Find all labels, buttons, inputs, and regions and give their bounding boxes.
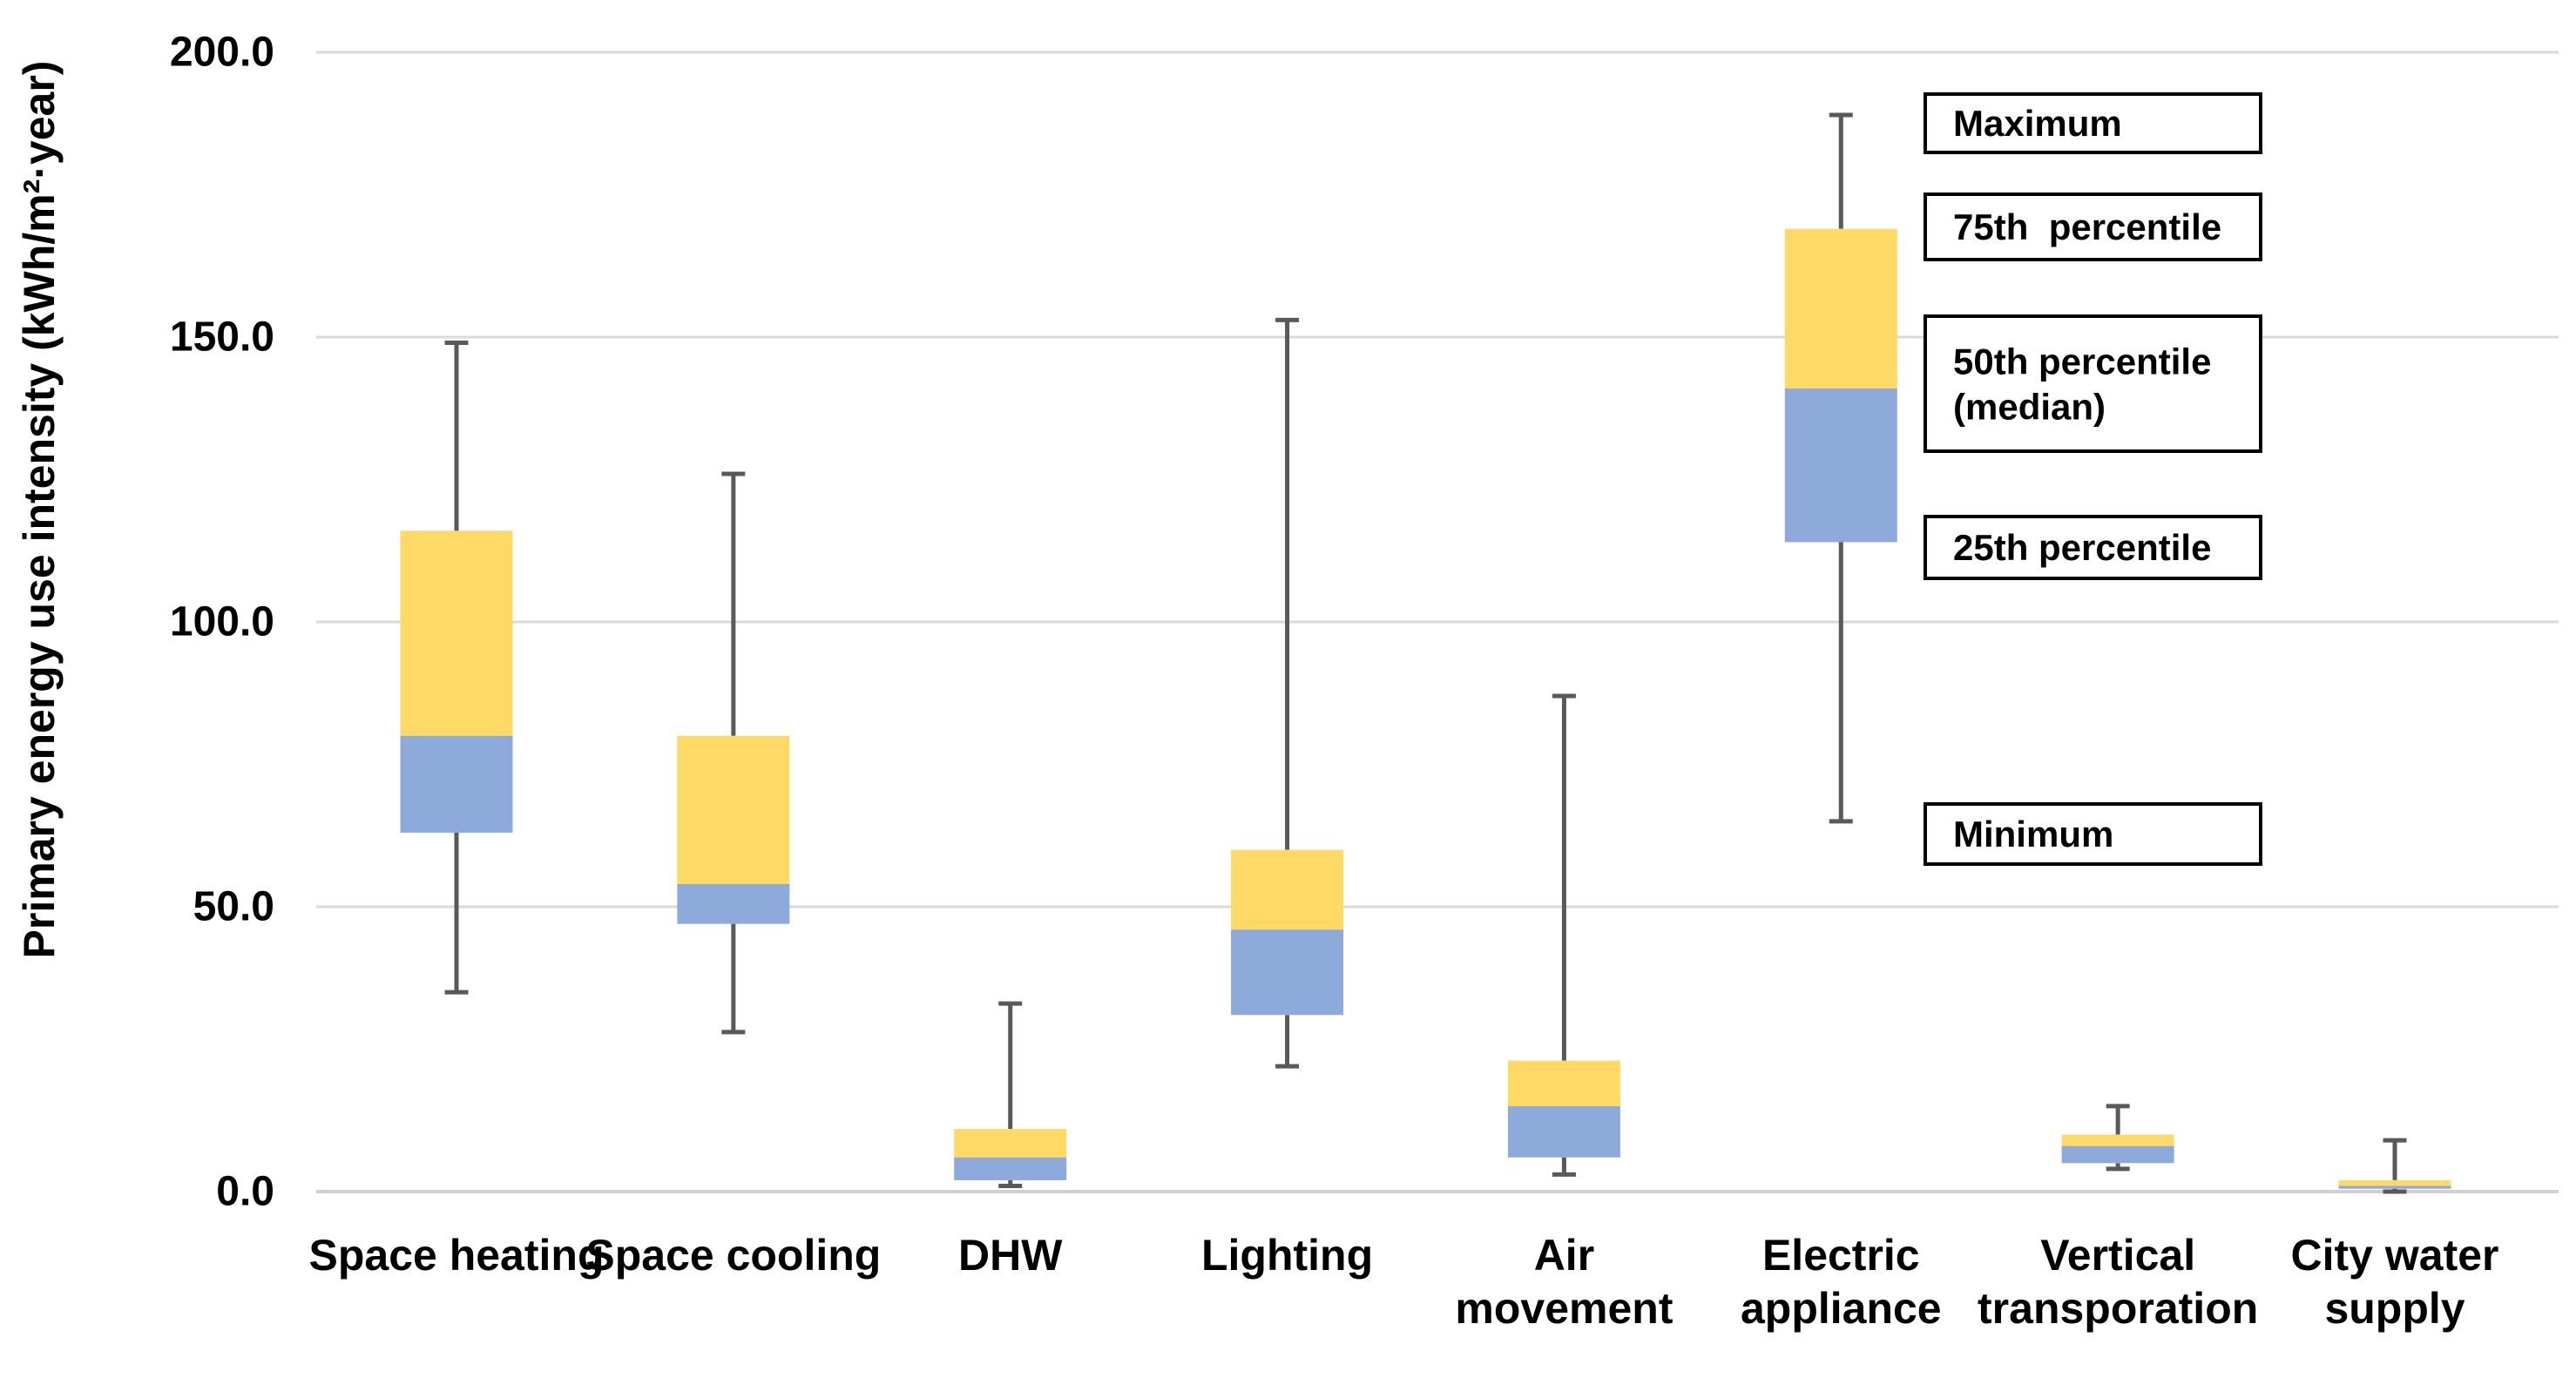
legend-label: Minimum — [1953, 814, 2113, 854]
lower-quartile-box — [2338, 1185, 2451, 1189]
upper-quartile-box — [2338, 1179, 2451, 1186]
legend-item-minimum: Minimum — [1924, 802, 2262, 866]
upper-quartile-box — [954, 1129, 1067, 1158]
lower-quartile-box — [400, 735, 513, 833]
y-axis-tick-label: 50.0 — [193, 884, 274, 930]
legend-item-maximum: Maximum — [1924, 92, 2262, 154]
y-axis-tick-label: 200.0 — [170, 30, 274, 76]
boxplot-dhw — [954, 1001, 1067, 1188]
lower-quartile-box — [954, 1157, 1067, 1180]
legend-box — [1924, 314, 2262, 453]
x-axis-category-label: Lighting — [1201, 1231, 1373, 1280]
lower-quartile-box — [1507, 1105, 1620, 1158]
legend-label: Maximum — [1953, 103, 2122, 144]
y-axis-tick-label: 100.0 — [170, 599, 274, 645]
x-axis-category-label: DHW — [958, 1231, 1063, 1280]
legend-box — [1924, 515, 2262, 580]
legend-item-75th-percentile: 75th percentile — [1924, 193, 2262, 261]
x-axis-category-label: movement — [1455, 1284, 1673, 1333]
x-axis-category-label: Electric — [1762, 1231, 1920, 1280]
x-axis-category-label: Air — [1534, 1231, 1594, 1280]
legend-label: 50th percentile — [1953, 341, 2211, 382]
x-axis-category-label: Space heating — [309, 1231, 605, 1280]
upper-quartile-box — [1784, 228, 1897, 388]
lower-quartile-box — [1231, 929, 1344, 1016]
legend-box — [1924, 92, 2262, 154]
y-axis-title: Primary energy use intensity (kWh/m²·yea… — [15, 61, 64, 959]
upper-quartile-box — [400, 530, 513, 736]
x-axis-category-label: Vertical — [2040, 1231, 2195, 1280]
legend-label: (median) — [1953, 387, 2106, 428]
x-axis-category-label: supply — [2324, 1284, 2464, 1333]
upper-quartile-box — [1507, 1060, 1620, 1106]
legend-item-50th-percentile-median: 50th percentile (median) — [1924, 314, 2262, 453]
boxplot-lighting — [1231, 317, 1344, 1069]
boxplot-space-heating — [400, 341, 513, 995]
lower-quartile-box — [677, 883, 790, 924]
legend-label: 75th percentile — [1953, 206, 2221, 247]
boxes-layer — [400, 112, 2451, 1194]
boxplot-electric-appliance — [1784, 112, 1897, 824]
y-axis-tick-label: 150.0 — [170, 314, 274, 361]
boxplot-vertical-transporation — [2061, 1104, 2174, 1172]
lower-quartile-box — [1784, 388, 1897, 543]
x-axis-category-label: City water — [2291, 1231, 2499, 1280]
upper-quartile-box — [2061, 1134, 2174, 1146]
legend-box — [1924, 193, 2262, 261]
upper-quartile-box — [677, 735, 790, 884]
boxplot-city-water-supply — [2338, 1138, 2451, 1194]
x-axis-category-label: Space cooling — [585, 1231, 881, 1280]
lower-quartile-box — [2061, 1145, 2174, 1164]
legend-box — [1924, 802, 2262, 866]
legend-item-25th-percentile: 25th percentile — [1924, 515, 2262, 580]
legend-layer: Maximum 75th percentile 50th percentile (me… — [1924, 92, 2262, 866]
y-axis-tick-labels-layer: 0.0 50.0 100.0 150.0 200.0 — [170, 30, 274, 1215]
y-axis-tick-label: 0.0 — [216, 1169, 274, 1215]
x-axis-category-label: transporation — [1978, 1284, 2258, 1333]
legend-label: 25th percentile — [1953, 527, 2211, 568]
x-axis-category-label: appliance — [1741, 1284, 1942, 1333]
boxplot-space-cooling — [677, 471, 790, 1035]
boxplot-air-movement — [1507, 693, 1620, 1177]
upper-quartile-box — [1231, 849, 1344, 930]
